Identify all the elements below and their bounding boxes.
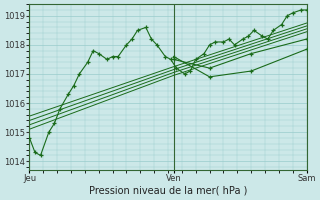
X-axis label: Pression niveau de la mer( hPa ): Pression niveau de la mer( hPa ) <box>89 186 247 196</box>
